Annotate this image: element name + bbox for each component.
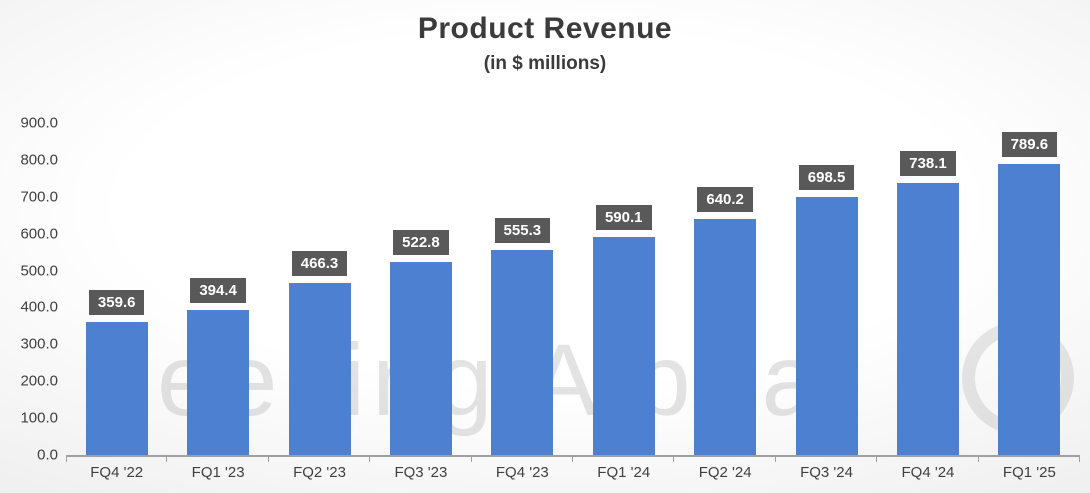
y-axis-tick-label: 100.0 (20, 409, 58, 427)
bar (288, 283, 351, 455)
chart-title: Product Revenue (417, 12, 673, 45)
bar-group: 359.6 (66, 123, 167, 455)
y-axis-tick-label: 0.0 (37, 446, 58, 464)
y-axis-tick-label: 300.0 (20, 335, 58, 353)
x-axis-tick-label: FQ3 '23 (370, 457, 473, 481)
bar-value-label: 738.1 (900, 150, 956, 176)
bar-group: 555.3 (472, 123, 573, 455)
y-axis-tick-label: 500.0 (20, 262, 58, 280)
bar-value-label: 698.5 (798, 165, 855, 191)
bar (187, 309, 250, 455)
bar (592, 237, 655, 455)
bar (998, 163, 1061, 455)
y-axis-tick-label: 800.0 (20, 151, 58, 169)
chart-subtitle: (in $ millions) (483, 53, 607, 74)
y-axis: 0.0 100.0 200.0 300.0 400.0 500.0 600.0 700.0 80… (8, 115, 66, 464)
bar-value-label: 640.2 (697, 186, 753, 212)
bar-group: 789.6 (979, 123, 1080, 455)
y-axis-tick-label: 900.0 (20, 114, 58, 132)
bar-value-label: 555.3 (494, 218, 551, 244)
bar-group: 522.8 (370, 123, 471, 455)
bar-value-label: 466.3 (291, 251, 348, 276)
bar (389, 262, 452, 455)
bar-group: 394.4 (167, 123, 268, 455)
x-axis-tick-label: FQ1 '23 (167, 457, 270, 481)
plot-area: 359.6 394.4 466.3 522.8 555.3 590.1 640.2 698.5… (66, 123, 1080, 457)
x-axis-tick-label: FQ4 '22 (66, 457, 168, 481)
bar-value-label: 394.4 (190, 277, 246, 303)
x-axis: FQ4 '22 FQ1 '23 FQ2 '23 FQ3 '23 FQ4 '23 FQ1 '… (66, 457, 1081, 481)
bar (896, 182, 959, 455)
bar-value-label: 590.1 (595, 205, 652, 231)
plot-column: 359.6 394.4 466.3 522.8 555.3 590.1 640.2 698.5… (66, 123, 1081, 481)
bar (85, 322, 148, 455)
y-axis-tick-label: 400.0 (20, 298, 58, 316)
x-axis-tick-label: FQ1 '25 (979, 457, 1081, 481)
bar-group: 698.5 (776, 123, 877, 455)
bar-group: 640.2 (674, 123, 775, 455)
x-axis-tick-label: FQ2 '24 (674, 457, 777, 481)
bar (795, 197, 858, 455)
x-axis-tick-label: FQ4 '23 (472, 457, 574, 481)
bar-group: 590.1 (573, 123, 674, 455)
bar (694, 218, 757, 455)
x-axis-tick-label: FQ3 '24 (776, 457, 878, 481)
bar-value-label: 522.8 (393, 230, 449, 256)
y-axis-tick-label: 600.0 (20, 225, 58, 243)
bar-group: 466.3 (269, 123, 370, 455)
bar-group: 738.1 (877, 123, 978, 455)
x-axis-tick-label: FQ1 '24 (573, 457, 675, 481)
chart-area: 0.0 100.0 200.0 300.0 400.0 500.0 600.0 700.0 80… (8, 115, 1081, 481)
y-axis-tick-label: 700.0 (20, 188, 58, 206)
bar (491, 250, 554, 455)
x-axis-tick-label: FQ2 '23 (269, 457, 371, 481)
x-axis-tick-label: FQ4 '24 (877, 457, 980, 481)
bar-value-label: 789.6 (1001, 131, 1058, 157)
y-axis-tick-label: 200.0 (20, 372, 58, 390)
bar-value-label: 359.6 (88, 290, 145, 316)
